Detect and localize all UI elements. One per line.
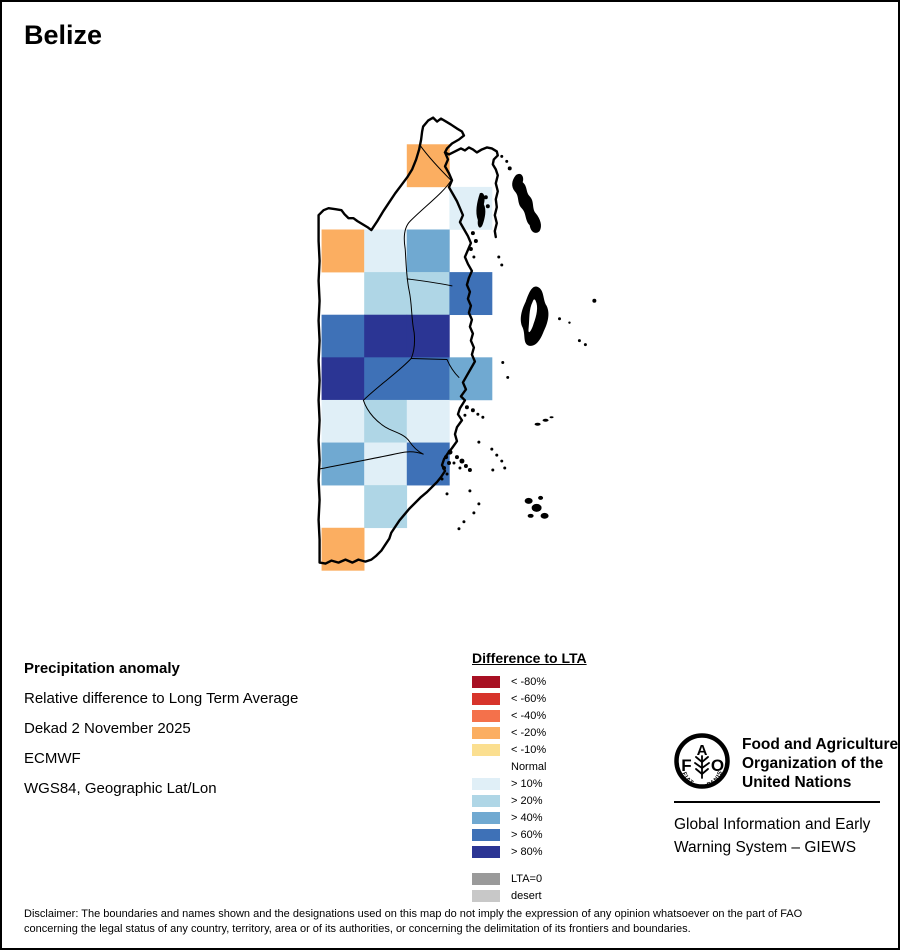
legend-swatch-gt60 xyxy=(472,828,500,841)
fao-logo-letter-f: F xyxy=(681,756,691,775)
map-grid-cell xyxy=(406,272,450,316)
map-grid-cell xyxy=(364,485,408,529)
legend-label-desert: desert xyxy=(511,889,542,902)
legend-item-lt60: < -60% xyxy=(472,690,587,707)
giews-line-2: Warning System – GIEWS xyxy=(674,839,857,856)
giews-name: Global Information and Early Warning Sys… xyxy=(674,813,870,859)
legend-swatch-gt10 xyxy=(472,777,500,790)
legend-label-lt40: < -40% xyxy=(511,709,547,722)
legend-label-gt60: > 60% xyxy=(511,828,543,841)
fao-logo-letter-a: A xyxy=(697,742,708,759)
legend-label-lt10: < -10% xyxy=(511,743,547,756)
legend-item-lt40: < -40% xyxy=(472,707,587,724)
map-grid-cell xyxy=(406,229,450,273)
fao-org-name: Food and Agriculture Organization of the… xyxy=(742,735,898,792)
anomaly-grid-cells xyxy=(321,144,493,571)
info-line-projection: WGS84, Geographic Lat/Lon xyxy=(24,780,217,797)
legend-item-gt60: > 60% xyxy=(472,826,587,843)
legend-item-lt10: < -10% xyxy=(472,741,587,758)
district-boundaries xyxy=(319,144,460,470)
disclaimer: Disclaimer: The boundaries and names sho… xyxy=(24,907,884,937)
map-grid-cell xyxy=(364,229,408,273)
info-heading: Precipitation anomaly xyxy=(24,660,180,677)
map-grid-cell xyxy=(321,399,365,443)
map-grid-cell xyxy=(321,357,365,401)
map-grid-cell xyxy=(321,229,365,273)
legend-item-gt40: > 40% xyxy=(472,809,587,826)
map-grid-cell xyxy=(321,527,365,571)
legend-swatch-lt20 xyxy=(472,726,500,739)
legend-swatch-gt80 xyxy=(472,845,500,858)
legend-item-lt20: < -20% xyxy=(472,724,587,741)
legend-item-lta0: LTA=0 xyxy=(472,870,587,887)
legend-swatch-desert xyxy=(472,889,500,902)
legend-swatch-lt10 xyxy=(472,743,500,756)
legend-swatch-lt60 xyxy=(472,692,500,705)
fao-org-line-3: United Nations xyxy=(742,774,852,791)
page-title: Belize xyxy=(24,20,103,50)
map-grid-cell xyxy=(364,314,408,358)
legend-label-lta0: LTA=0 xyxy=(511,872,543,885)
legend-label-gt10: > 10% xyxy=(511,777,543,790)
legend-title: Difference to LTA xyxy=(472,650,587,666)
islands-and-cayes xyxy=(440,154,597,531)
legend-swatch-gt20 xyxy=(472,794,500,807)
info-line-subtitle: Relative difference to Long Term Average xyxy=(24,690,299,707)
map-info-block: Precipitation anomaly Relative differenc… xyxy=(24,654,298,804)
legend-swatch-normal xyxy=(472,760,500,773)
fao-logo-wheat-icon xyxy=(694,755,710,779)
legend-label-lt60: < -60% xyxy=(511,692,547,705)
legend-swatch-lt80 xyxy=(472,675,500,688)
map-grid-cell xyxy=(449,357,493,401)
legend-swatch-gt40 xyxy=(472,811,500,824)
legend-rows: < -80% < -60% < -40% < -20% < -10% Normal > 10… xyxy=(472,673,587,904)
fao-org-line-2: Organization of the xyxy=(742,755,884,772)
legend-spacer xyxy=(472,860,587,870)
legend-swatch-lt40 xyxy=(472,709,500,722)
legend-item-desert: desert xyxy=(472,887,587,904)
disclaimer-line-2: concerning the legal status of any count… xyxy=(24,923,691,935)
map-grid-cell xyxy=(449,186,493,230)
map-grid-cell xyxy=(364,399,408,443)
legend: Difference to LTA < -80% < -60% < -40% < -2… xyxy=(472,650,587,904)
fao-logo-icon: F A O FIAT PANIS xyxy=(674,733,730,789)
fao-org-line-1: Food and Agriculture xyxy=(742,736,899,753)
map-grid-cell xyxy=(406,399,450,443)
giews-line-1: Global Information and Early xyxy=(674,816,871,833)
map-grid-cell xyxy=(321,314,365,358)
legend-item-gt20: > 20% xyxy=(472,792,587,809)
map-grid-cell xyxy=(406,357,450,401)
legend-label-gt20: > 20% xyxy=(511,794,543,807)
map-grid-cell xyxy=(364,272,408,316)
legend-item-lt80: < -80% xyxy=(472,673,587,690)
legend-label-gt80: > 80% xyxy=(511,845,543,858)
legend-item-gt80: > 80% xyxy=(472,843,587,860)
legend-item-gt10: > 10% xyxy=(472,775,587,792)
legend-swatch-lta0 xyxy=(472,872,500,885)
fao-logo-letter-o: O xyxy=(711,756,724,775)
disclaimer-line-1: Disclaimer: The boundaries and names sho… xyxy=(24,908,803,920)
legend-label-normal: Normal xyxy=(511,760,547,773)
info-line-dekad: Dekad 2 November 2025 xyxy=(24,720,191,737)
fao-divider xyxy=(674,801,880,803)
info-line-source: ECMWF xyxy=(24,750,81,767)
map-grid-cell xyxy=(364,442,408,486)
legend-label-gt40: > 40% xyxy=(511,811,543,824)
legend-label-lt80: < -80% xyxy=(511,675,547,688)
legend-label-lt20: < -20% xyxy=(511,726,547,739)
country-outline xyxy=(317,116,499,565)
legend-item-normal: Normal xyxy=(472,758,587,775)
belize-mainland-outline xyxy=(317,116,477,565)
mexico-coastline xyxy=(443,146,499,239)
